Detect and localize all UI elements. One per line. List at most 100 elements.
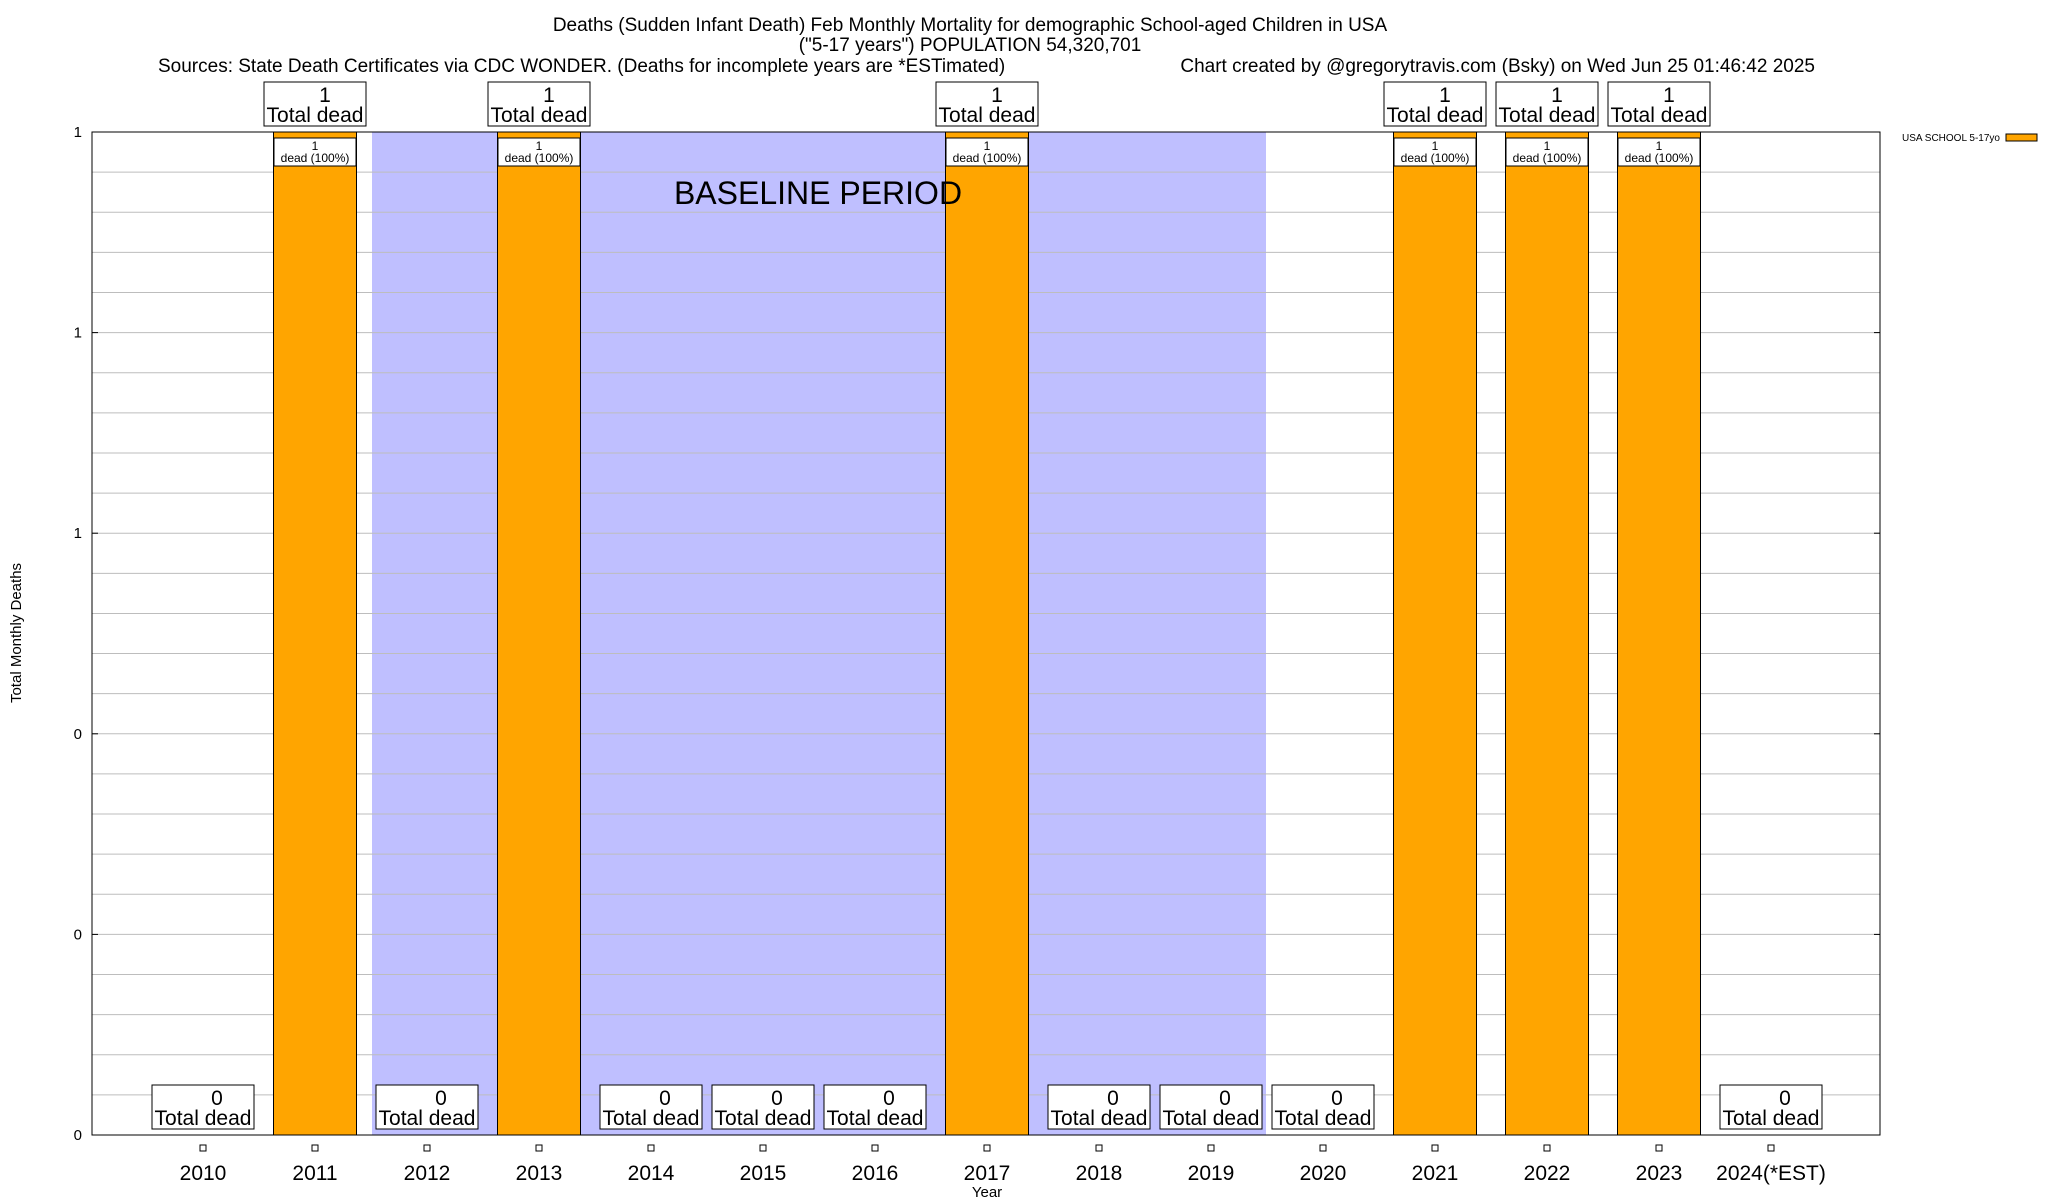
bar bbox=[497, 131, 581, 1136]
bar-label-box bbox=[1505, 137, 1589, 167]
y-tick-label: 0 bbox=[74, 726, 82, 743]
y-tick-label: 0 bbox=[74, 1127, 82, 1144]
total-label-box bbox=[1495, 81, 1599, 127]
y-tick-label: 1 bbox=[74, 525, 82, 542]
x-axis-label: Year bbox=[972, 1184, 1002, 1200]
x-tick-marker bbox=[759, 1144, 767, 1152]
bar-label-box bbox=[273, 137, 357, 167]
x-tick-label: 2018 bbox=[1076, 1162, 1123, 1185]
total-label-box bbox=[1159, 1084, 1263, 1130]
bar-label-count: 1 bbox=[1432, 139, 1439, 153]
y-tick-label: 0 bbox=[74, 926, 82, 943]
x-tick-marker bbox=[1767, 1144, 1775, 1152]
total-label-box bbox=[1607, 81, 1711, 127]
total-label-text: Total dead bbox=[1163, 1107, 1260, 1130]
bar bbox=[1393, 131, 1477, 1136]
x-tick-label: 2015 bbox=[740, 1162, 787, 1185]
x-tick-marker bbox=[1543, 1144, 1551, 1152]
bar bbox=[1617, 131, 1701, 1136]
x-tick-label: 2022 bbox=[1524, 1162, 1571, 1185]
bar bbox=[273, 131, 357, 1136]
total-label-text: Total dead bbox=[1499, 104, 1596, 127]
bar-label-text: dead (100%) bbox=[281, 151, 350, 165]
total-label-count: 0 bbox=[659, 1087, 671, 1110]
x-tick-marker bbox=[1655, 1144, 1663, 1152]
x-tick-label: 2012 bbox=[404, 1162, 451, 1185]
total-label-box bbox=[151, 1084, 255, 1130]
total-label-count: 0 bbox=[1219, 1087, 1231, 1110]
x-tick-marker bbox=[311, 1144, 319, 1152]
x-tick-label: 2011 bbox=[292, 1162, 337, 1185]
bar-label-count: 1 bbox=[312, 139, 319, 153]
plot-frame bbox=[91, 131, 1881, 1136]
total-label-count: 0 bbox=[211, 1087, 223, 1110]
total-label-text: Total dead bbox=[267, 104, 364, 127]
total-label-text: Total dead bbox=[1723, 1107, 1820, 1130]
baseline-period-label: BASELINE PERIOD bbox=[674, 175, 962, 211]
x-tick-label: 2013 bbox=[516, 1162, 563, 1185]
bars-layer bbox=[273, 131, 1701, 1136]
bar-label-text: dead (100%) bbox=[505, 151, 574, 165]
bar-label-text: dead (100%) bbox=[1513, 151, 1582, 165]
total-label-box bbox=[711, 1084, 815, 1130]
bar-label-box bbox=[1393, 137, 1477, 167]
x-tick-marker bbox=[647, 1144, 655, 1152]
x-tick-label: 2014 bbox=[628, 1162, 675, 1185]
total-label-text: Total dead bbox=[715, 1107, 812, 1130]
total-label-box bbox=[487, 81, 591, 127]
y-axis-label: Total Monthly Deaths bbox=[8, 563, 25, 703]
total-label-count: 0 bbox=[883, 1087, 895, 1110]
x-tick-marker bbox=[983, 1144, 991, 1152]
total-label-text: Total dead bbox=[1611, 104, 1708, 127]
total-label-count: 1 bbox=[1663, 84, 1675, 107]
total-label-count: 1 bbox=[543, 84, 555, 107]
x-tick-label: 2021 bbox=[1412, 1162, 1459, 1185]
bar-label-text: dead (100%) bbox=[1625, 151, 1694, 165]
total-label-box bbox=[935, 81, 1039, 127]
x-tick-label: 2019 bbox=[1188, 1162, 1235, 1185]
total-label-count: 0 bbox=[771, 1087, 783, 1110]
legend-entry-label: USA SCHOOL 5-17yo bbox=[1902, 133, 2000, 144]
x-tick-label: 2010 bbox=[180, 1162, 227, 1185]
total-label-box bbox=[1271, 1084, 1375, 1130]
x-tick-marker bbox=[1319, 1144, 1327, 1152]
total-label-text: Total dead bbox=[379, 1107, 476, 1130]
total-label-box bbox=[263, 81, 367, 127]
x-tick-label: 2016 bbox=[852, 1162, 899, 1185]
total-label-count: 1 bbox=[1551, 84, 1563, 107]
bar-label-count: 1 bbox=[984, 139, 991, 153]
chart-title: Deaths (Sudden Infant Death) Feb Monthly… bbox=[553, 15, 1388, 36]
chart-subtitle: ("5-17 years") POPULATION 54,320,701 bbox=[799, 35, 1142, 56]
x-tick-marker bbox=[871, 1144, 879, 1152]
total-label-text: Total dead bbox=[939, 104, 1036, 127]
x-tick-label: 2023 bbox=[1636, 1162, 1683, 1185]
y-tick-label: 1 bbox=[74, 124, 82, 141]
x-tick-marker bbox=[199, 1144, 207, 1152]
total-label-count: 0 bbox=[1107, 1087, 1119, 1110]
x-tick-label: 2017 bbox=[964, 1162, 1011, 1185]
total-label-text: Total dead bbox=[827, 1107, 924, 1130]
total-label-box bbox=[1383, 81, 1487, 127]
x-tick-marker bbox=[1095, 1144, 1103, 1152]
chart-sources: Sources: State Death Certificates via CD… bbox=[158, 56, 1005, 77]
total-label-count: 1 bbox=[1439, 84, 1451, 107]
total-label-text: Total dead bbox=[1387, 104, 1484, 127]
total-label-count: 1 bbox=[319, 84, 331, 107]
x-tick-label: 2020 bbox=[1300, 1162, 1347, 1185]
total-label-box bbox=[823, 1084, 927, 1130]
bar-label-count: 1 bbox=[536, 139, 543, 153]
total-label-text: Total dead bbox=[603, 1107, 700, 1130]
chart-credit: Chart created by @gregorytravis.com (Bsk… bbox=[1180, 56, 1815, 77]
x-tick-marker bbox=[1207, 1144, 1215, 1152]
bar-label-count: 1 bbox=[1656, 139, 1663, 153]
legend-swatch bbox=[2005, 133, 2038, 142]
total-label-text: Total dead bbox=[491, 104, 588, 127]
x-tick-label: 2024(*EST) bbox=[1716, 1162, 1826, 1185]
total-label-count: 0 bbox=[1779, 1087, 1791, 1110]
bar-label-text: dead (100%) bbox=[953, 151, 1022, 165]
y-tick-label: 1 bbox=[74, 325, 82, 342]
total-label-box bbox=[375, 1084, 479, 1130]
bar bbox=[1505, 131, 1589, 1136]
